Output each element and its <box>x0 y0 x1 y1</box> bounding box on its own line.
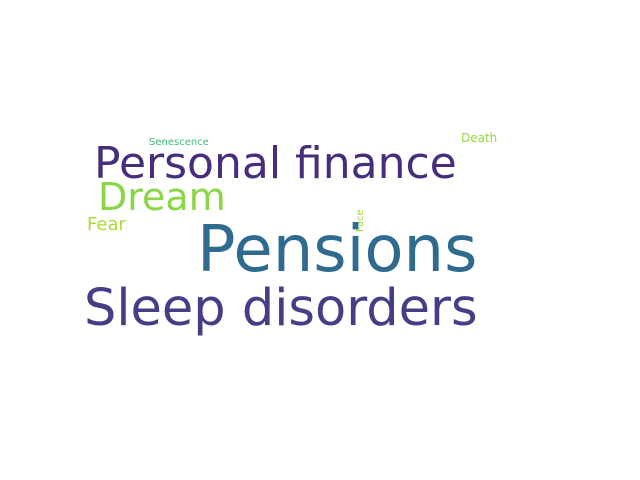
word-senescence: Senescence <box>149 137 209 148</box>
word-personal-finance: Personal finance <box>94 138 457 189</box>
word-death: Death <box>461 131 498 145</box>
word-dream: Dream <box>98 175 226 219</box>
word-sleep-disorders: Sleep disorders <box>84 279 478 338</box>
word-pensions: Pensions <box>197 213 478 287</box>
word-fear: Fear <box>87 214 126 235</box>
